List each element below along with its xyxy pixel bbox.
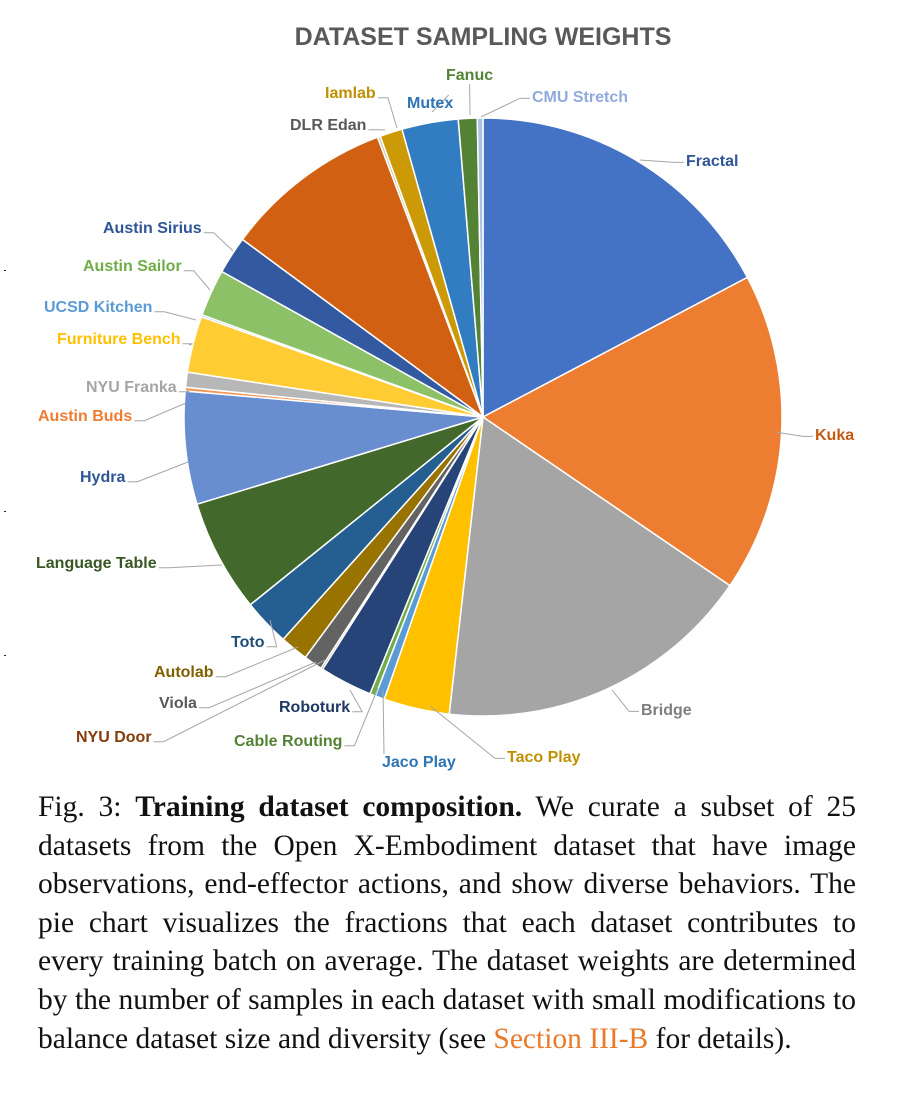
slice-label-language-table: Language Table [36, 555, 157, 572]
slice-label-taco-play: Taco Play [507, 749, 581, 766]
leader-line [153, 659, 326, 743]
slice-label-iamlab: Iamlab [325, 85, 376, 102]
section-link[interactable]: Section III-B [493, 1022, 649, 1055]
margin-tick [4, 270, 6, 271]
pie-chart-svg: DATASET SAMPLING WEIGHTS Fractal Kuka Brid… [36, 23, 854, 771]
leader-line [349, 689, 364, 713]
leader-line [431, 94, 450, 113]
leader-line [639, 159, 684, 163]
leader-line [127, 461, 189, 483]
slice-label-bridge: Bridge [641, 702, 692, 719]
leader-line [154, 311, 197, 321]
caption-body: We curate a subset of 25 datasets from t… [38, 791, 856, 1055]
leader-line [774, 431, 813, 437]
margin-tick [4, 655, 6, 656]
pie-chart: DATASET SAMPLING WEIGHTS Fractal Kuka Brid… [36, 23, 854, 771]
leader-line [429, 705, 505, 759]
leader-line [203, 232, 234, 252]
slice-label-nyu-franka: NYU Franka [86, 379, 177, 396]
slice-label-austin-sirius: Austin Sirius [103, 220, 202, 237]
slice-label-hydra: Hydra [80, 469, 125, 486]
leader-line [266, 619, 278, 648]
slice-label-nyu-door: NYU Door [76, 729, 152, 746]
margin-tick [4, 511, 6, 512]
slice-label-fanuc: Fanuc [446, 67, 493, 84]
leader-line [611, 689, 639, 712]
caption-body-end: for details). [648, 1022, 792, 1055]
slice-label-kuka: Kuka [815, 427, 854, 444]
leader-line [215, 646, 299, 678]
slice-label-cable-routing: Cable Routing [234, 733, 342, 750]
figure-caption: Fig. 3: Training dataset composition. We… [38, 788, 856, 1058]
leader-line [183, 270, 211, 291]
slice-label-ucsd-kitchen: UCSD Kitchen [44, 299, 152, 316]
slice-label-toto: Toto [231, 634, 265, 651]
leader-line [480, 97, 530, 118]
leader-line [178, 389, 191, 393]
pie-slice-unlabeled [476, 117, 484, 418]
leader-lines [127, 83, 813, 759]
slice-label-roboturk: Roboturk [279, 699, 350, 716]
pie-slice-dlr-edan [241, 136, 485, 420]
slice-label-autolab: Autolab [154, 664, 214, 681]
leader-line [382, 689, 385, 755]
slice-label-jaco-play: Jaco Play [382, 754, 456, 771]
leader-line [377, 97, 398, 129]
figure-number: Fig. 3: [38, 791, 122, 823]
slice-label-fractal: Fractal [686, 153, 738, 170]
slice-label-cmu-stretch: CMU Stretch [532, 89, 628, 106]
pie-slice-fractal [482, 117, 749, 419]
slice-label-austin-sailor: Austin Sailor [83, 258, 182, 275]
leader-line [158, 564, 223, 569]
leader-line [344, 687, 379, 747]
slice-label-viola: Viola [159, 695, 197, 712]
leader-line [199, 661, 317, 709]
slice-label-austin-buds: Austin Buds [38, 408, 132, 425]
leader-line [134, 402, 187, 422]
pie-slice-bridge [448, 415, 731, 717]
slice-label-dlr-edan: DLR Edan [290, 117, 366, 134]
pie-slice-kuka [481, 276, 783, 587]
leader-line [182, 343, 193, 346]
pie-slices [183, 117, 783, 717]
slice-labels: Fractal Kuka Bridge Taco Play Jaco Play Cable… [36, 67, 854, 771]
figure-title: Training dataset composition. [135, 791, 523, 823]
slice-label-furniture-bench: Furniture Bench [57, 331, 181, 348]
slice-label-mutex: Mutex [407, 95, 453, 112]
chart-title: DATASET SAMPLING WEIGHTS [295, 23, 672, 51]
